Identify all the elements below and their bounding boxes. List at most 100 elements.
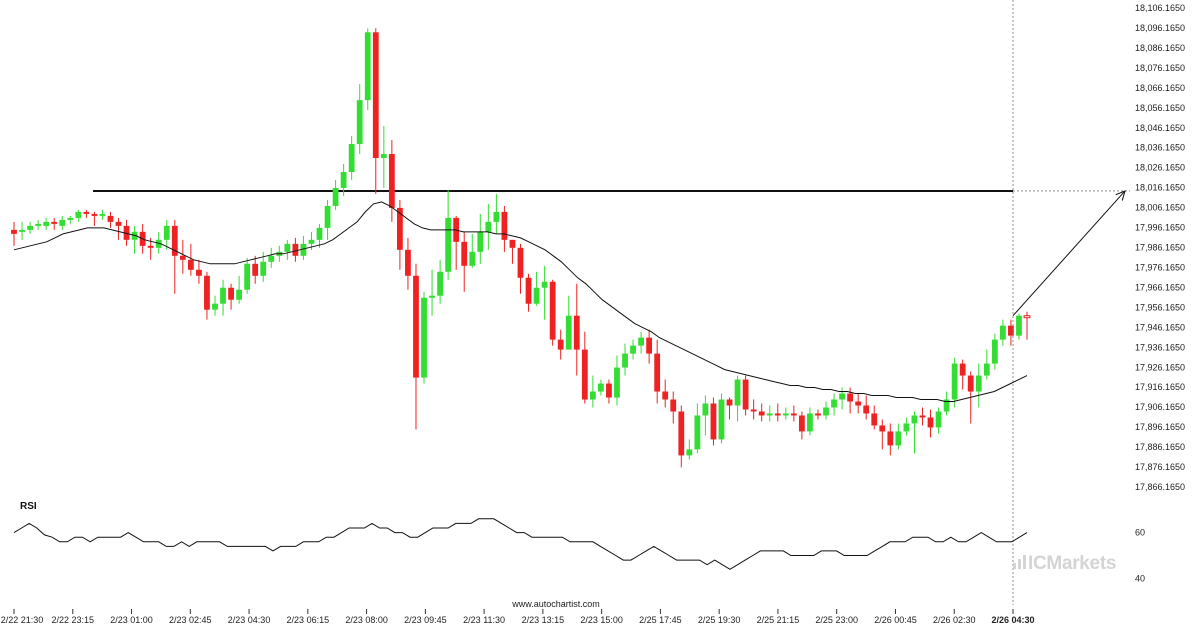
candle: [782, 407, 789, 420]
icmarkets-logo: ICMarkets: [1013, 553, 1116, 574]
candle-body: [975, 375, 982, 392]
candle-body: [91, 213, 98, 216]
candle-body: [252, 263, 259, 276]
candle-body: [27, 225, 33, 230]
candle: [533, 271, 540, 306]
candle: [469, 233, 476, 268]
candle-body: [115, 221, 122, 226]
rsi-axis: 60 40: [1135, 528, 1145, 584]
candle: [959, 359, 966, 390]
candle: [204, 271, 210, 320]
candle-body: [1008, 325, 1014, 336]
candle: [179, 239, 186, 274]
price-tick-label: 17,906.1650: [1135, 402, 1185, 412]
candle: [646, 329, 653, 364]
price-tick-label: 17,936.1650: [1135, 342, 1185, 352]
time-tick-label: 2/26 00:45: [874, 615, 917, 625]
candle-body: [831, 399, 837, 408]
candle: [509, 239, 516, 264]
candle-body: [589, 391, 596, 400]
time-tick-label: 2/23 11:30: [463, 615, 505, 625]
candle-body: [935, 411, 942, 428]
candle: [268, 247, 275, 268]
candle: [999, 319, 1006, 346]
candle-body: [670, 399, 677, 412]
candle-body: [638, 337, 644, 346]
candle-body: [35, 223, 42, 226]
candle: [750, 399, 757, 420]
price-tick-label: 17,896.1650: [1135, 422, 1185, 432]
candle-body: [686, 449, 693, 456]
time-tick-label: 2/23 06:15: [287, 615, 330, 625]
candle-body: [348, 144, 355, 172]
candle: [598, 379, 604, 396]
candle: [662, 379, 669, 408]
candle-body: [445, 217, 452, 272]
candle: [11, 221, 17, 246]
candle: [19, 221, 25, 240]
candle-body: [324, 205, 331, 228]
candle: [622, 343, 628, 376]
candle-body: [364, 32, 371, 101]
candle: [895, 423, 902, 450]
logo-bar: [1023, 555, 1026, 569]
candle-body: [951, 363, 958, 400]
candle: [887, 423, 894, 456]
candle: [187, 243, 194, 276]
candle: [67, 215, 74, 224]
candle-body: [557, 339, 564, 350]
candle-body: [991, 339, 998, 364]
candle-body: [1016, 315, 1022, 336]
candle-body: [83, 211, 90, 214]
candle-body: [461, 241, 468, 266]
candle-body: [911, 415, 918, 424]
candle-body: [630, 345, 636, 354]
time-tick-label: 2/23 04:30: [228, 615, 271, 625]
candle-body: [959, 363, 966, 376]
candle-body: [469, 251, 476, 266]
candle-body: [919, 415, 926, 418]
candle-body: [397, 207, 403, 250]
candle-body: [702, 403, 709, 416]
candle: [252, 255, 259, 284]
price-pane: 18,106.1650 18,096.1650 18,086.1650 18,076.…: [11, 0, 1185, 605]
candle-body: [943, 399, 950, 412]
candle: [1023, 311, 1031, 340]
price-tick-label: 18,016.1650: [1135, 183, 1185, 193]
candle: [630, 339, 636, 360]
candle-body: [236, 289, 243, 300]
candle: [27, 221, 33, 234]
candle-body: [815, 413, 821, 416]
projection-group: [1012, 190, 1126, 317]
candle: [340, 164, 347, 196]
time-tick-label: 2/26 04:30: [991, 615, 1034, 625]
price-tick-label: 17,986.1650: [1135, 243, 1185, 253]
candle: [991, 333, 998, 370]
time-tick-label: 2/22 23:15: [51, 615, 94, 625]
source-link[interactable]: www.autochartist.com: [511, 599, 600, 609]
candle-body: [798, 415, 805, 432]
candle-body: [332, 187, 339, 206]
candle: [397, 199, 403, 270]
candle-body: [573, 315, 580, 350]
candle: [83, 209, 90, 218]
candle-body: [782, 413, 789, 416]
candle: [405, 237, 411, 290]
candle-body: [533, 287, 540, 304]
candle-body: [758, 411, 765, 416]
candle-body: [67, 217, 74, 220]
projection-arrow-line: [1012, 190, 1126, 317]
candle: [525, 273, 532, 312]
candle-body: [734, 379, 741, 406]
candle: [919, 407, 926, 426]
candle-body: [1023, 315, 1031, 319]
candle: [911, 411, 918, 454]
candle: [807, 407, 813, 436]
candle-body: [501, 211, 508, 240]
candle: [1008, 319, 1014, 346]
candle-body: [598, 383, 604, 392]
candle: [581, 331, 588, 404]
candle-body: [662, 391, 669, 400]
candle-body: [847, 393, 854, 402]
